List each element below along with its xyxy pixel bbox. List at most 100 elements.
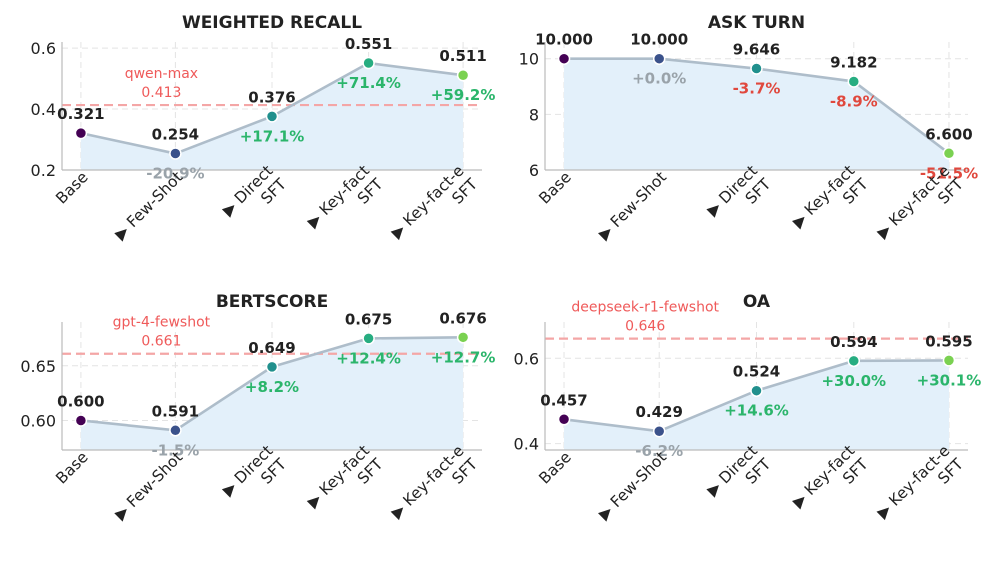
data-point — [74, 414, 88, 427]
data-point — [557, 52, 571, 65]
x-tick-label-group: ▶ Key-factSFT — [789, 162, 872, 231]
data-point — [750, 62, 763, 75]
area-fill — [80, 337, 464, 450]
value-label: 0.675 — [345, 310, 392, 328]
x-tick-label-line: Base — [535, 448, 574, 487]
value-label: 0.551 — [345, 35, 392, 53]
change-label: +12.7% — [431, 348, 496, 366]
reference-value-label: 0.646 — [625, 319, 665, 335]
x-tick-label-group: ▶ Key-factSFT — [304, 442, 387, 511]
chart-title: OA — [743, 292, 771, 312]
data-point — [652, 424, 666, 438]
x-tick-label: ▶ Few-Shot — [595, 448, 670, 523]
x-tick-label: Base — [535, 448, 574, 487]
x-tick-label-group: ▶ DirectSFT — [704, 441, 775, 512]
x-tick-label: ▶ DirectSFT — [704, 441, 775, 512]
value-label: 0.591 — [152, 402, 199, 420]
chart-title: BERTSCORE — [216, 292, 328, 312]
value-label: 0.594 — [830, 333, 877, 351]
chart-title: ASK TURN — [708, 13, 805, 33]
value-label: 0.254 — [152, 126, 199, 144]
x-tick-label: ▶ Key-factSFT — [304, 161, 387, 244]
x-tick-label: Base — [535, 168, 574, 207]
data-point — [362, 332, 375, 345]
data-point — [169, 147, 182, 160]
x-tick-label-group: ▶ Key-fact-eSFT — [388, 441, 482, 535]
value-label: 0.321 — [57, 105, 104, 123]
x-tick-label-group: ▶ Few-Shot — [595, 168, 670, 243]
reference-label: gpt-4-fewshot — [113, 315, 211, 331]
x-tick-label-group: ▶ DirectSFT — [219, 161, 290, 232]
data-point — [750, 384, 763, 397]
x-tick-label: ▶ DirectSFT — [219, 161, 290, 232]
x-tick-label-line: ▶ Few-Shot — [595, 448, 670, 523]
value-label: 9.182 — [830, 53, 877, 71]
value-label: 0.429 — [635, 403, 682, 421]
value-label: 0.457 — [540, 391, 587, 409]
x-tick-label: ▶ Few-Shot — [111, 448, 186, 523]
change-label: -51.5% — [920, 164, 978, 182]
data-point — [456, 68, 470, 82]
y-tick-label: 6 — [529, 161, 539, 180]
area-fill — [564, 58, 949, 171]
x-tick-label-line: Base — [535, 168, 574, 207]
x-tick-label-group: ▶ Key-fact-eSFT — [874, 441, 968, 535]
x-tick-label-group: Base — [52, 448, 91, 487]
reference-value-label: 0.413 — [141, 85, 181, 101]
value-label: 0.376 — [248, 88, 295, 106]
data-point — [74, 126, 88, 140]
x-tick-label-line: Base — [52, 168, 91, 207]
value-label: 0.511 — [439, 47, 486, 65]
x-tick-label-group: Base — [535, 168, 574, 207]
change-label: -1.5% — [151, 441, 199, 459]
value-label: 10.000 — [630, 31, 688, 49]
x-tick-label: ▶ Key-factSFT — [789, 441, 872, 524]
chart-panel-4: OA deepseek-r1-fewshot 0.646 0.4 0.6 0.457 0.4… — [514, 292, 982, 535]
data-point — [942, 354, 956, 367]
data-point — [942, 147, 956, 160]
change-label: +12.4% — [336, 349, 401, 367]
x-tick-label-line: Base — [52, 448, 91, 487]
area-fill — [564, 360, 949, 450]
y-tick-label: 0.6 — [514, 349, 539, 368]
x-tick-label: ▶ Key-fact-eSFT — [388, 441, 482, 535]
x-tick-label: ▶ Few-Shot — [595, 168, 670, 243]
x-tick-label: Base — [52, 448, 91, 487]
y-tick-label: 0.4 — [514, 435, 539, 454]
chart-title: WEIGHTED RECALL — [182, 13, 362, 33]
x-tick-label: Base — [52, 168, 91, 207]
change-label: +17.1% — [240, 127, 305, 145]
data-point — [265, 360, 279, 374]
x-tick-label-group: ▶ Key-fact-eSFT — [388, 161, 482, 255]
x-tick-label: ▶ Key-fact-eSFT — [874, 441, 968, 535]
change-label: -3.7% — [733, 80, 781, 98]
x-tick-label-group: ▶ Few-Shot — [595, 448, 670, 523]
y-tick-label: 0.65 — [20, 357, 56, 376]
y-tick-label: 0.4 — [31, 100, 56, 119]
change-label: +14.6% — [724, 402, 789, 420]
y-tick-label: 0.2 — [31, 161, 56, 180]
x-tick-label-group: ▶ Key-factSFT — [304, 161, 387, 244]
data-point — [652, 52, 666, 65]
x-tick-label-group: ▶ Few-Shot — [111, 448, 186, 523]
data-point — [362, 56, 375, 70]
data-point — [169, 424, 182, 437]
y-tick-label: 8 — [529, 105, 539, 124]
value-label: 6.600 — [925, 125, 972, 143]
change-label: -20.9% — [146, 165, 204, 183]
x-tick-label-line: ▶ Few-Shot — [595, 168, 670, 243]
reference-label: deepseek-r1-fewshot — [571, 300, 719, 316]
change-label: +59.2% — [431, 86, 496, 104]
x-tick-label-group: ▶ DirectSFT — [704, 162, 775, 219]
reference-label: qwen-max — [125, 66, 198, 82]
change-label: -8.9% — [830, 92, 878, 110]
x-tick-label: ▶ Key-fact-eSFT — [388, 161, 482, 255]
value-label: 0.600 — [57, 392, 104, 410]
y-tick-label: 10 — [519, 50, 539, 69]
value-label: 0.524 — [733, 363, 780, 381]
value-label: 0.676 — [439, 309, 486, 327]
data-point — [557, 413, 571, 426]
